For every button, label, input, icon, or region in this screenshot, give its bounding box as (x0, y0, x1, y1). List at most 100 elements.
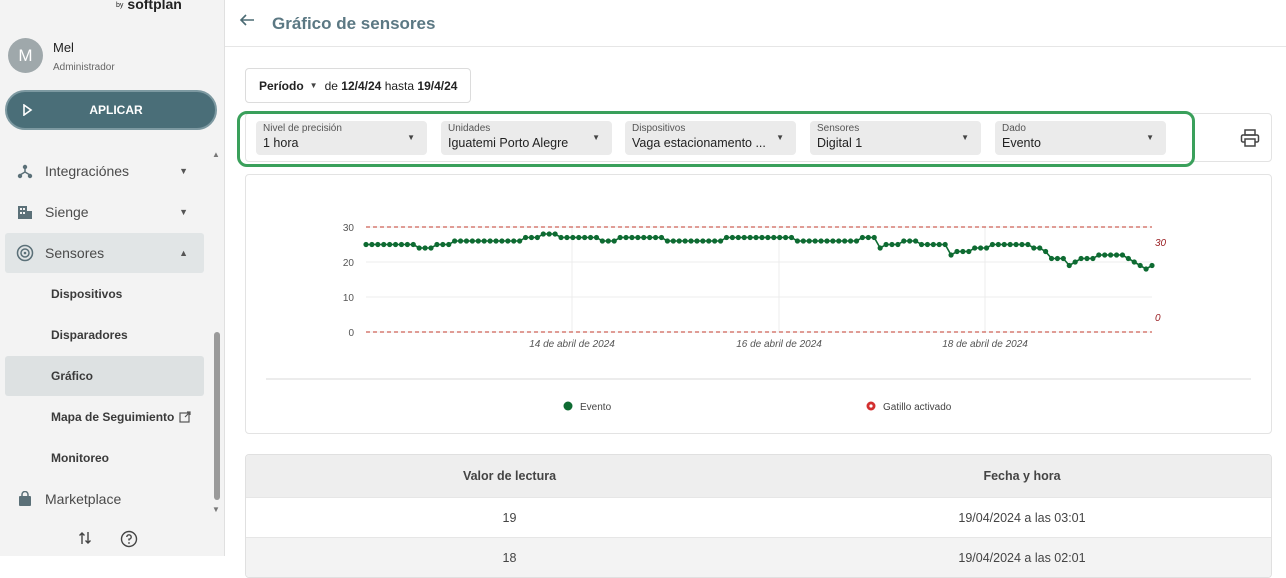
readings-table: Valor de lectura Fecha y hora 19 19/04/2… (245, 454, 1272, 578)
data-select[interactable]: Dado Evento ▼ (995, 121, 1166, 155)
field-label: Dispositivos (632, 123, 686, 134)
y-tick-label: 30 (343, 223, 355, 234)
caret-down-icon: ▼ (961, 133, 969, 142)
data-point (623, 234, 629, 241)
sidebar-subitem-grafico[interactable]: Gráfico (5, 356, 204, 396)
data-point (812, 238, 818, 244)
user-role: Administrador (53, 62, 115, 73)
sidebar-subitem-mapa[interactable]: Mapa de Seguimiento (5, 397, 204, 437)
threshold-label: 30 (1155, 238, 1167, 249)
sidebar-item-sensores[interactable]: Sensores ▲ (5, 233, 204, 273)
sensor-chart: 0 10 20 30 14 de abril de 2024 16 de abril de… (266, 223, 1251, 413)
sensors-select[interactable]: Sensores Digital 1 ▼ (810, 121, 981, 155)
data-point (895, 241, 901, 248)
precision-select[interactable]: Nivel de precisión 1 hora ▼ (256, 121, 427, 155)
sidebar-item-sienge[interactable]: Sienge ▼ (5, 192, 204, 232)
sidebar: by softplan M Mel Administrador APLICAR I… (0, 0, 225, 556)
data-point (1037, 245, 1043, 251)
brand-logo: by softplan (116, 0, 182, 12)
scroll-down-arrow[interactable]: ▼ (212, 505, 220, 514)
data-point (1119, 252, 1126, 258)
data-point (599, 238, 605, 244)
print-icon[interactable] (1240, 129, 1260, 152)
sidebar-subitem-monitoreo[interactable]: Monitoreo (51, 451, 109, 465)
sidebar-subitem-disparadores[interactable]: Disparadores (51, 328, 128, 342)
data-point (398, 241, 405, 248)
y-tick-label: 0 (348, 328, 354, 339)
apply-button[interactable]: APLICAR (5, 90, 217, 130)
back-arrow-icon[interactable] (239, 12, 255, 33)
data-point (972, 245, 978, 251)
data-point (688, 238, 694, 244)
data-point (700, 238, 706, 244)
data-point (428, 245, 434, 251)
data-point (759, 234, 765, 241)
data-point (617, 234, 623, 241)
data-point (936, 241, 942, 248)
data-point (777, 234, 783, 241)
data-point (1125, 255, 1131, 262)
data-point (960, 248, 966, 255)
data-point (635, 234, 641, 241)
data-point (392, 241, 399, 248)
help-icon[interactable] (120, 530, 138, 551)
chevron-down-icon: ▼ (179, 207, 188, 217)
data-point (1102, 252, 1108, 258)
data-point (1137, 262, 1143, 269)
data-point (942, 241, 948, 248)
data-point (889, 241, 895, 248)
field-label: Sensores (817, 123, 860, 134)
caret-down-icon: ▼ (776, 133, 784, 142)
cell-datetime: 19/04/2024 a las 03:01 (958, 510, 1086, 525)
data-point (1078, 255, 1084, 262)
data-point (1072, 259, 1078, 265)
data-point (1066, 262, 1072, 269)
data-point (954, 248, 960, 255)
sidebar-item-integraciones[interactable]: Integraciónes ▼ (5, 151, 204, 191)
data-point (747, 234, 753, 241)
devices-select[interactable]: Dispositivos Vaga estacionamento ... ▼ (625, 121, 796, 155)
data-point (558, 234, 564, 241)
data-point (552, 231, 558, 237)
scrollbar-thumb[interactable] (214, 332, 220, 500)
data-point (806, 238, 812, 244)
sidebar-item-marketplace[interactable]: Marketplace (5, 479, 204, 519)
data-point (434, 241, 440, 248)
data-point (576, 234, 582, 241)
data-point (517, 238, 523, 244)
column-header: Fecha y hora (983, 469, 1061, 483)
swap-icon[interactable] (78, 530, 92, 551)
data-point (546, 231, 552, 237)
data-point (593, 234, 600, 241)
data-point (930, 241, 936, 248)
table-header: Valor de lectura Fecha y hora (246, 455, 1271, 497)
data-point (741, 234, 747, 241)
units-select[interactable]: Unidades Iguatemi Porto Alegre ▼ (441, 121, 612, 155)
sensor-icon (5, 244, 45, 262)
data-point (481, 238, 487, 244)
data-point (1113, 252, 1120, 258)
field-value: Digital 1 (817, 136, 863, 150)
x-tick-label: 18 de abril de 2024 (942, 339, 1028, 350)
data-point (658, 234, 665, 241)
data-point (983, 245, 990, 251)
data-point (765, 234, 771, 241)
data-point (605, 238, 611, 244)
sidebar-item-label: Marketplace (45, 491, 122, 507)
table-row: 19 19/04/2024 a las 03:01 (246, 497, 1271, 537)
data-point (410, 241, 416, 248)
sidebar-subitem-dispositivos[interactable]: Dispositivos (51, 287, 123, 301)
scroll-up-arrow[interactable]: ▲ (212, 150, 220, 159)
period-selector[interactable]: Período ▼ de 12/4/24 hasta 19/4/24 (245, 68, 472, 103)
avatar[interactable]: M (8, 38, 43, 73)
data-point (924, 241, 931, 248)
chevron-up-icon: ▲ (179, 248, 188, 258)
integrations-icon (5, 163, 45, 179)
table-row: 18 19/04/2024 a las 02:01 (246, 537, 1271, 577)
data-point (1096, 252, 1102, 258)
data-point (1048, 255, 1055, 262)
data-point (978, 245, 984, 251)
field-label: Nivel de precisión (263, 123, 342, 134)
legend-label: Gatillo activado (883, 402, 952, 413)
data-point (1025, 241, 1031, 248)
